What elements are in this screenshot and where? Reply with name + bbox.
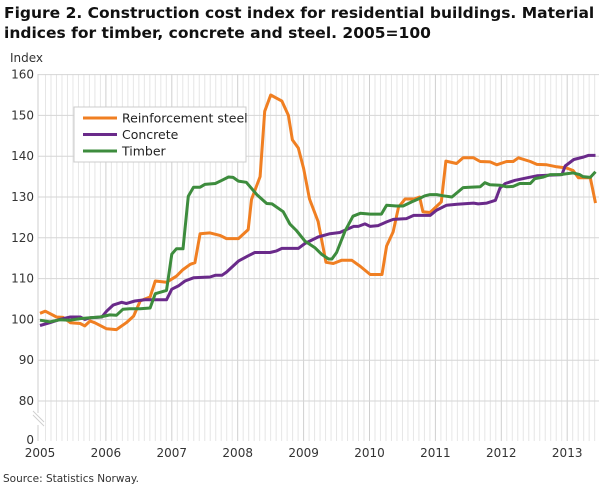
y-tick-label: 130	[11, 190, 34, 204]
y-tick-label: 150	[11, 108, 34, 122]
axis-break-mark	[32, 414, 45, 427]
axis-break-mark	[32, 410, 45, 423]
y-tick-label: 80	[19, 394, 34, 408]
y-tick-label: 160	[11, 68, 34, 82]
source-note: Source: Statistics Norway.	[3, 473, 139, 485]
y-tick-label: 140	[11, 149, 34, 163]
y-axis-label: Index	[10, 51, 43, 65]
series-line-concrete	[39, 153, 596, 327]
x-tick-label: 2006	[91, 446, 122, 460]
y-tick-label: 90	[19, 353, 34, 367]
legend-label: Timber	[121, 144, 167, 159]
legend-label: Reinforcement steel	[122, 111, 248, 126]
x-tick-label: 2012	[486, 446, 517, 460]
x-tick-label: 2010	[354, 446, 385, 460]
y-tick-label: 100	[11, 312, 34, 326]
x-tick-label: 2013	[552, 446, 583, 460]
series-line-timber	[39, 170, 597, 324]
axes: 0 80 90 100 110 120 130 140 150 160 2005 2006 2007 20…	[10, 51, 582, 460]
x-tick-label: 2005	[25, 446, 56, 460]
y-tick-label: 120	[11, 231, 34, 245]
y-tick-label: 0	[26, 433, 34, 447]
x-tick-label: 2007	[157, 446, 188, 460]
chart-title: Figure 2. Construction cost index for re…	[4, 4, 595, 42]
legend-label: Concrete	[122, 127, 179, 142]
x-tick-label: 2011	[420, 446, 451, 460]
series-lines	[39, 93, 597, 332]
x-tick-label: 2009	[288, 446, 319, 460]
y-tick-label: 110	[11, 272, 34, 286]
series-line-reinforcement-steel	[39, 93, 597, 332]
x-tick-label: 2008	[222, 446, 253, 460]
